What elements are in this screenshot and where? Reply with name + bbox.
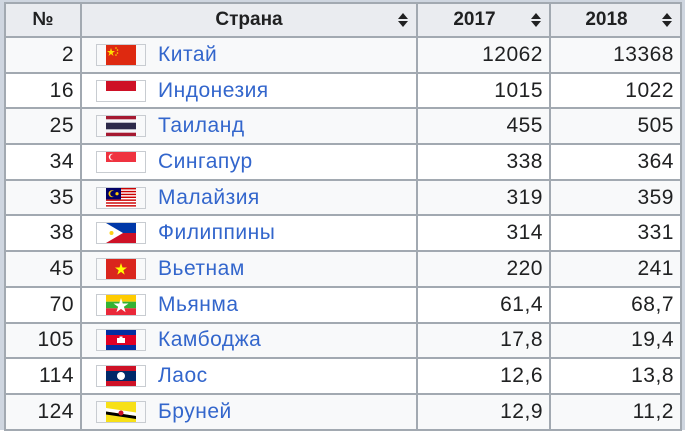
sort-icon[interactable] (398, 13, 408, 29)
country-cell: Сингапур (80, 143, 418, 181)
table-row: 25 Таиланд 455 505 (4, 107, 682, 146)
country-link[interactable]: Таиланд (158, 114, 245, 138)
country-cell: Камбоджа (80, 321, 418, 360)
country-link[interactable]: Мьянма (158, 292, 239, 316)
value-2018-cell: 19,4 (549, 321, 682, 360)
value-2017-cell: 12,9 (416, 392, 551, 431)
rank-cell: 34 (4, 143, 82, 181)
value-2017-cell: 220 (416, 250, 551, 288)
country-cell: Филиппины (80, 214, 418, 253)
year-2018-header-label: 2018 (585, 9, 628, 30)
value-2018-cell: 359 (549, 178, 682, 217)
table-row: 124 Бруней 12,9 11,2 (4, 392, 682, 431)
laos-flag-icon[interactable] (96, 365, 146, 388)
myanmar-flag-icon[interactable] (96, 293, 146, 316)
value-2017-cell: 319 (416, 178, 551, 217)
table-row: 105 Камбоджа 17,8 19,4 (4, 321, 682, 360)
rank-cell: 25 (4, 107, 82, 146)
value-2017-cell: 12062 (416, 36, 551, 74)
country-cell: Лаос (80, 357, 418, 395)
country-link[interactable]: Индонезия (158, 78, 269, 102)
year-2017-header-label: 2017 (453, 9, 496, 30)
value-2017-cell: 314 (416, 214, 551, 253)
table-row: 16 Индонезия 1015 1022 (4, 71, 682, 110)
rank-cell: 70 (4, 285, 82, 324)
country-cell: Индонезия (80, 71, 418, 110)
malaysia-flag-icon[interactable] (96, 186, 146, 209)
value-2017-cell: 17,8 (416, 321, 551, 360)
table-row: 35 Малайзия 319 359 (4, 178, 682, 217)
vietnam-flag-icon[interactable] (96, 257, 146, 280)
country-link[interactable]: Бруней (158, 399, 232, 423)
rank-header: № (4, 2, 82, 38)
table-header-row: № Страна 2017 2018 (4, 2, 682, 38)
singapore-flag-icon[interactable] (96, 150, 146, 173)
brunei-flag-icon[interactable] (96, 400, 146, 423)
rank-cell: 45 (4, 250, 82, 288)
value-2018-cell: 13368 (549, 36, 682, 74)
country-link[interactable]: Сингапур (158, 149, 253, 173)
country-cell: Малайзия (80, 178, 418, 217)
value-2018-cell: 11,2 (549, 392, 682, 431)
value-2017-cell: 12,6 (416, 357, 551, 395)
country-link[interactable]: Камбоджа (158, 328, 262, 352)
country-link[interactable]: Китай (158, 42, 218, 66)
country-cell: Вьетнам (80, 250, 418, 288)
rank-cell: 2 (4, 36, 82, 74)
value-2018-cell: 68,7 (549, 285, 682, 324)
country-header[interactable]: Страна (80, 2, 418, 38)
rank-cell: 124 (4, 392, 82, 431)
rank-cell: 35 (4, 178, 82, 217)
value-2017-cell: 1015 (416, 71, 551, 110)
indonesia-flag-icon[interactable] (96, 79, 146, 102)
country-link[interactable]: Лаос (158, 364, 208, 388)
gdp-table: № Страна 2017 2018 2 Китай 12062 13368 16 Инд… (4, 2, 682, 431)
table-row: 2 Китай 12062 13368 (4, 36, 682, 74)
china-flag-icon[interactable] (96, 43, 146, 66)
rank-cell: 16 (4, 71, 82, 110)
value-2018-cell: 241 (549, 250, 682, 288)
value-2017-cell: 338 (416, 143, 551, 181)
country-link[interactable]: Вьетнам (158, 256, 245, 280)
country-link[interactable]: Филиппины (158, 221, 276, 245)
country-cell: Мьянма (80, 285, 418, 324)
value-2018-cell: 364 (549, 143, 682, 181)
year-2017-header[interactable]: 2017 (416, 2, 551, 38)
table-row: 38 Филиппины 314 331 (4, 214, 682, 253)
sort-icon[interactable] (662, 13, 672, 29)
table-row: 114 Лаос 12,6 13,8 (4, 357, 682, 395)
country-link[interactable]: Малайзия (158, 185, 260, 209)
rank-cell: 38 (4, 214, 82, 253)
table-row: 34 Сингапур 338 364 (4, 143, 682, 181)
value-2017-cell: 61,4 (416, 285, 551, 324)
country-cell: Бруней (80, 392, 418, 431)
value-2018-cell: 1022 (549, 71, 682, 110)
value-2018-cell: 505 (549, 107, 682, 146)
value-2018-cell: 331 (549, 214, 682, 253)
sort-icon[interactable] (531, 13, 541, 29)
rank-cell: 105 (4, 321, 82, 360)
philippines-flag-icon[interactable] (96, 222, 146, 245)
value-2018-cell: 13,8 (549, 357, 682, 395)
rank-cell: 114 (4, 357, 82, 395)
thailand-flag-icon[interactable] (96, 115, 146, 138)
value-2017-cell: 455 (416, 107, 551, 146)
table-row: 45 Вьетнам 220 241 (4, 250, 682, 288)
country-cell: Таиланд (80, 107, 418, 146)
country-header-label: Страна (215, 9, 283, 30)
year-2018-header[interactable]: 2018 (549, 2, 682, 38)
country-cell: Китай (80, 36, 418, 74)
table-row: 70 Мьянма 61,4 68,7 (4, 285, 682, 324)
cambodia-flag-icon[interactable] (96, 329, 146, 352)
